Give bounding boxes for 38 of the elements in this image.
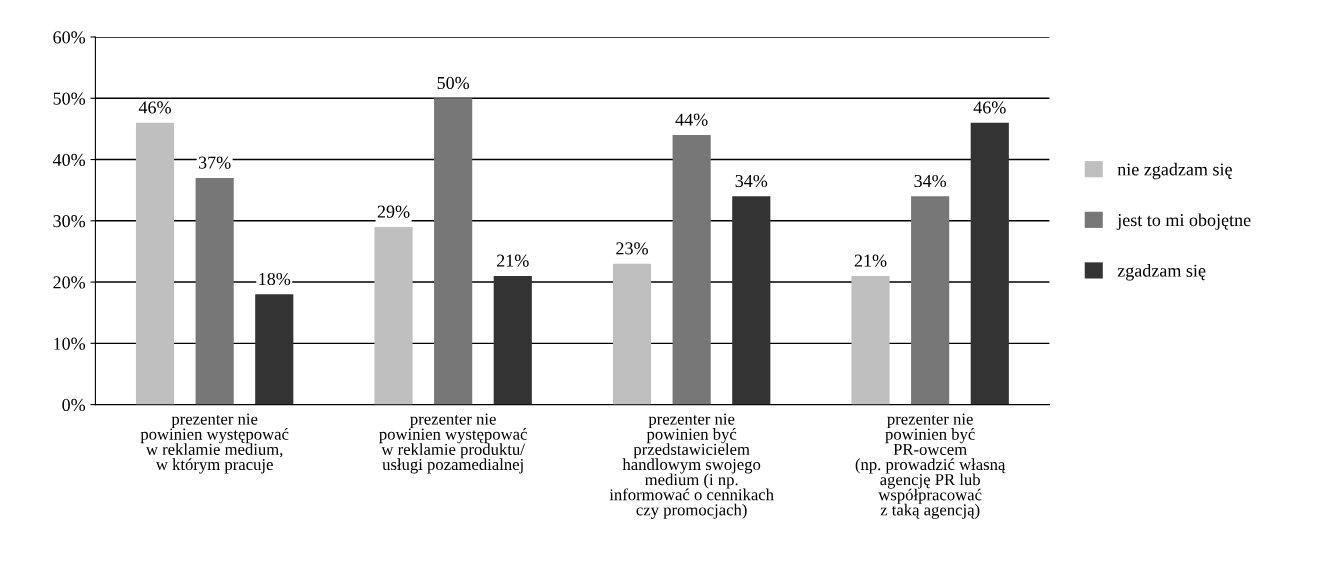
data-label: 37%	[198, 156, 231, 169]
y-tick-label: 60%	[53, 31, 86, 44]
data-label: 34%	[914, 174, 947, 188]
bar	[374, 226, 413, 405]
data-label: 46%	[973, 101, 1006, 114]
y-tick-label: 50%	[53, 92, 86, 105]
bar	[851, 275, 890, 405]
bar	[195, 177, 234, 405]
bar	[672, 135, 711, 405]
bar	[434, 98, 473, 405]
bar	[493, 275, 532, 405]
x-tick-label: prezenter nie powinien występować w reklamie produktu/ usługi pozamedialnej	[379, 413, 527, 474]
bar	[970, 122, 1009, 405]
bar	[612, 263, 652, 405]
x-tick-label: prezenter nie powinien występować w reklamie medium, w którym pracuje	[140, 413, 289, 474]
bar	[911, 196, 950, 405]
legend-label: jest to mi obojętne	[1116, 213, 1251, 230]
data-label: 34%	[735, 174, 768, 188]
data-label: 50%	[437, 76, 470, 90]
data-label: 23%	[616, 242, 648, 255]
bar	[255, 294, 294, 405]
data-label: 29%	[377, 205, 410, 218]
data-label: 21%	[497, 254, 529, 267]
bar	[732, 196, 771, 405]
y-tick-label: 40%	[52, 153, 86, 167]
data-label: 21%	[854, 254, 887, 267]
data-label: 18%	[259, 272, 291, 286]
y-tick-label: 20%	[53, 276, 86, 289]
legend-label: nie zgadzam się	[1117, 162, 1232, 180]
x-tick-label: prezenter nie powinien być PR-owcem (np. prowadzić własną agencję PR lub współpracować z taką agencją)	[855, 413, 1006, 519]
y-tick-label: 0%	[62, 398, 86, 412]
y-tick-label: 10%	[54, 337, 86, 350]
legend-label: zgadzam się	[1117, 264, 1206, 281]
x-tick-label: prezenter nie powinien być przedstawicielem handlowym swojego medium (i np. informować o cennikach czy promocjach)	[609, 413, 774, 519]
bar	[135, 122, 175, 405]
data-label: 44%	[675, 113, 708, 126]
y-tick-label: 30%	[53, 215, 86, 228]
data-label: 46%	[138, 101, 171, 114]
